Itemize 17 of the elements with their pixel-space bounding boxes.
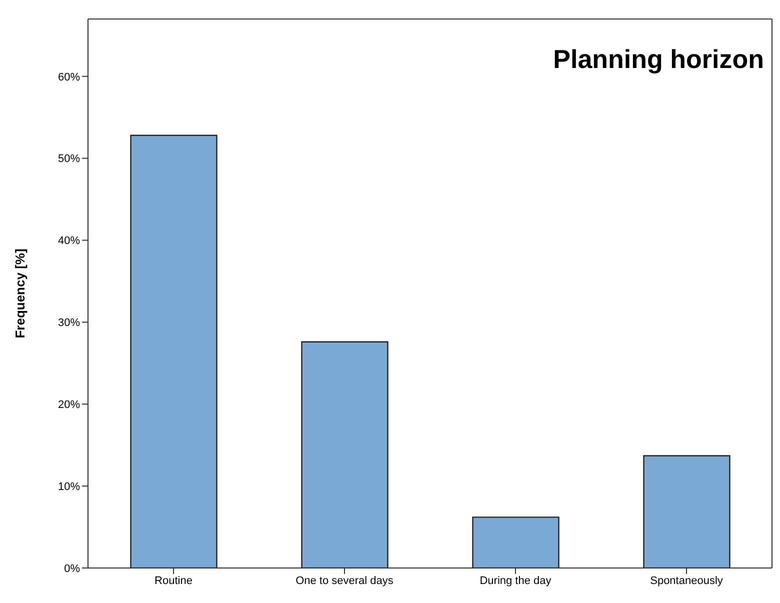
bar <box>301 341 388 568</box>
y-tick-label: 20% <box>58 399 80 412</box>
x-tick-label: One to several days <box>296 574 394 587</box>
y-tick-label: 10% <box>58 480 80 493</box>
x-tick-label: Spontaneously <box>650 574 724 587</box>
y-axis-title: Frequency [%] <box>12 248 28 338</box>
y-tick-label: 30% <box>58 317 80 330</box>
text: Planning horizon <box>553 44 764 75</box>
y-tick-label: 40% <box>58 235 80 248</box>
y-tick-label: 60% <box>58 71 80 84</box>
x-tick-label: During the day <box>480 574 552 587</box>
y-tick-label: 0% <box>64 562 80 575</box>
bar <box>130 134 218 568</box>
y-tick-label: 50% <box>58 153 80 166</box>
x-tick-label: Routine <box>154 574 192 587</box>
bar <box>472 516 560 568</box>
bar <box>643 455 730 568</box>
